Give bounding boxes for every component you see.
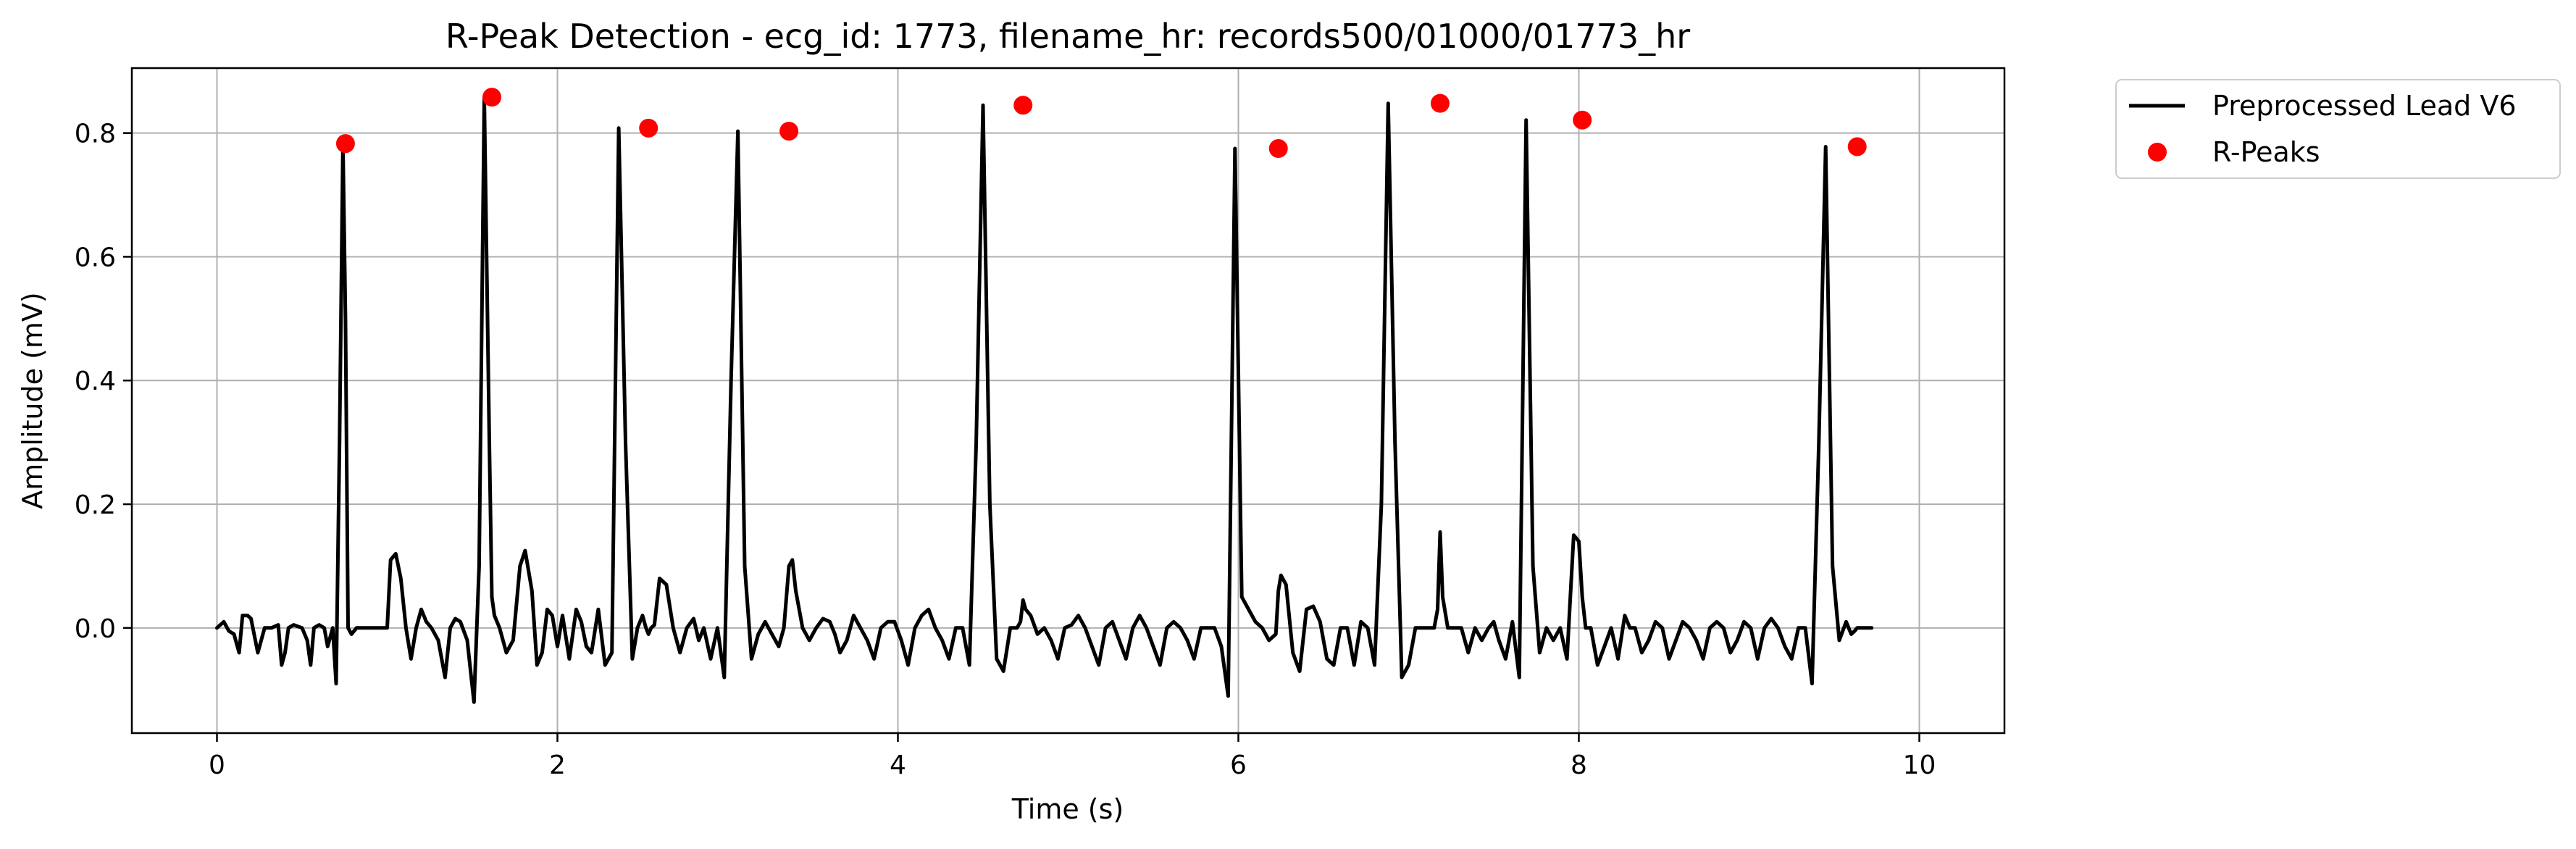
x-tick-label: 0 [209,750,225,780]
r-peak-marker [1430,93,1450,113]
legend-frame [2115,79,2561,179]
r-peak-marker [639,118,658,138]
axis-ticks: 0 2 4 6 8 10 0.0 0.2 0.4 0.6 0.8 [75,120,1936,780]
legend-marker-swatch [2148,143,2167,162]
r-peak-marker [1013,96,1033,115]
x-tick-label: 2 [549,750,566,780]
y-tick-label: 0.2 [75,490,116,520]
ecg-signal-line [215,95,1874,704]
x-tick-label: 10 [1903,750,1936,780]
r-peak-marker [1573,110,1592,130]
x-tick-label: 8 [1571,750,1587,780]
plot-area [215,88,1874,704]
x-tick-label: 6 [1230,750,1247,780]
y-tick-label: 0.8 [75,120,116,149]
r-peak-marker [779,122,799,141]
y-tick-label: 0.4 [75,367,116,396]
chart-title: R-Peak Detection - ecg_id: 1773, filenam… [446,17,1690,56]
r-peak-marker [1268,139,1288,159]
r-peak-marker [482,88,502,107]
x-axis-label: Time (s) [1011,793,1124,825]
y-tick-label: 0.0 [75,614,116,644]
r-peak-marker [335,134,355,154]
legend-label-line: Preprocessed Lead V6 [2212,90,2517,122]
x-tick-label: 4 [890,750,906,780]
plot-frame [130,67,2006,735]
legend-label-markers: R-Peaks [2212,136,2320,168]
y-axis-label: Amplitude (mV) [17,292,49,509]
y-tick-label: 0.6 [75,243,116,272]
r-peak-marker [1847,137,1867,156]
legend: Preprocessed Lead V6 R-Peaks [2115,79,2561,179]
grid-layer [132,68,2004,733]
